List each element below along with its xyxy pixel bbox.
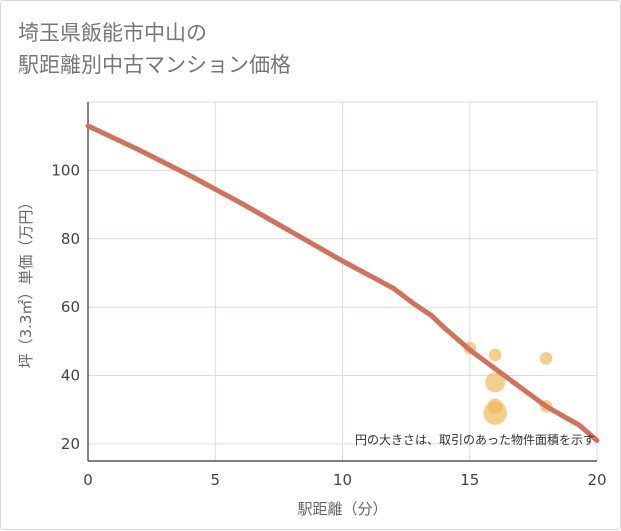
x-tick-label: 15 bbox=[460, 471, 479, 489]
x-tick-label: 0 bbox=[83, 471, 93, 489]
chart-title: 埼玉県飯能市中山の 駅距離別中古マンション価格 bbox=[18, 21, 291, 77]
x-axis-title: 駅距離（分） bbox=[297, 500, 387, 518]
y-tick-label: 80 bbox=[61, 230, 80, 248]
data-bubble bbox=[539, 352, 553, 365]
data-bubble bbox=[485, 372, 506, 393]
x-tick-label: 5 bbox=[210, 471, 220, 489]
y-tick-label: 20 bbox=[61, 435, 80, 453]
bubble-size-note: 円の大きさは、取引のあった物件面積を示す bbox=[355, 432, 595, 447]
y-tick-label: 100 bbox=[51, 161, 80, 179]
data-bubble bbox=[488, 348, 502, 362]
trend-line bbox=[85, 123, 600, 443]
y-tick-label: 40 bbox=[61, 367, 80, 385]
y-tick-label: 60 bbox=[61, 298, 80, 316]
y-axis-title: 坪（3.3㎡）単価（万円） bbox=[17, 195, 35, 369]
data-bubble bbox=[483, 401, 507, 425]
x-tick-label: 20 bbox=[587, 471, 606, 489]
x-tick-label: 10 bbox=[333, 471, 352, 489]
